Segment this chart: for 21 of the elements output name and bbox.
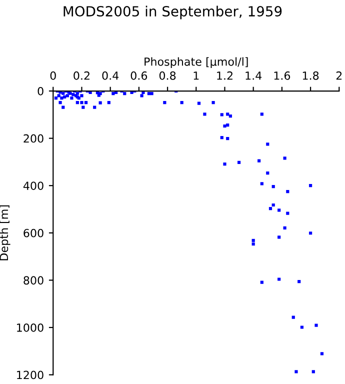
y-tick-label: 1200	[17, 370, 44, 380]
y-tick-label: 1000	[17, 323, 44, 332]
y-tick-label: 400	[23, 182, 44, 190]
x-tick-label: 1	[194, 72, 199, 80]
x-tick-label: 0.8	[159, 71, 176, 80]
x-tick-label: 1.6	[274, 71, 290, 80]
y-tick-label: 800	[24, 276, 44, 285]
y-tick-label: 600	[24, 228, 44, 238]
x-tick-label: 1.4	[246, 72, 262, 80]
chart-title: MODS2005 in September, 1959	[64, 6, 282, 20]
y-tick-label: 200	[24, 134, 44, 143]
x-tick-label: 2	[336, 71, 342, 80]
x-axis-title: Phosphate [μmol/l]	[144, 57, 248, 68]
x-tick-label: 1.2	[217, 71, 232, 80]
x-tick-label: 1.8	[302, 71, 319, 80]
x-tick-label: 0	[50, 71, 56, 80]
x-tick-label: 0.6	[130, 71, 148, 80]
y-axis-title: Depth [m]	[0, 205, 10, 260]
x-tick-label: 0.4	[102, 71, 119, 80]
x-tick-label: 0.2	[74, 71, 90, 80]
y-tick-label: 0	[38, 86, 44, 96]
